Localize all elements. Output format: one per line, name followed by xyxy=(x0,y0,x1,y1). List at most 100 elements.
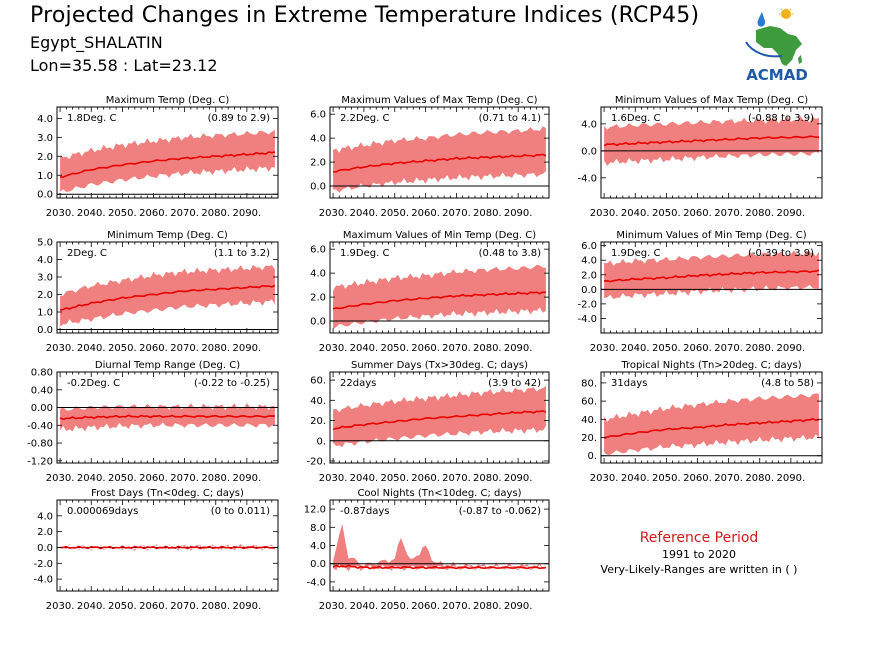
chart-range: (3.9 to 42) xyxy=(488,378,541,389)
plot-frame xyxy=(600,241,823,334)
plot-frame xyxy=(329,241,550,334)
y-tick-label: 0. xyxy=(316,436,326,447)
x-tick-label: 2060. xyxy=(411,343,440,354)
x-tick-label: 2040. xyxy=(350,601,379,612)
chart-panel-6: 2030. 2040. 2050. 2060. 2070. 2080. 2090. 6.0 4.… xyxy=(577,230,823,354)
y-tick-label: 3.0 xyxy=(37,273,53,284)
x-tick-label: 2060. xyxy=(139,601,168,612)
uncertainty-band xyxy=(60,129,275,192)
mean-line xyxy=(60,545,275,550)
y-tick-label: 0.0 xyxy=(37,543,53,554)
y-tick-label: 6.0 xyxy=(581,241,597,252)
x-tick-label: 2030. xyxy=(590,343,619,354)
reference-years: 1991 to 2020 xyxy=(661,548,737,561)
x-tick-label: 2070. xyxy=(442,601,471,612)
y-tick-label: 80. xyxy=(581,378,597,389)
x-tick-label: 2030. xyxy=(319,343,348,354)
y-tick-label: -4.0 xyxy=(306,577,326,588)
location-label: Egypt_SHALATIN xyxy=(30,33,163,52)
chart-title: Cool Nights (Tn<10deg. C; days) xyxy=(357,488,521,499)
mean-line xyxy=(332,409,547,431)
x-tick-label: 2070. xyxy=(714,343,743,354)
reference-note: Very-Likely-Ranges are written in ( ) xyxy=(600,563,798,576)
y-tick-label: 20. xyxy=(310,416,326,427)
y-tick-label: 6.0 xyxy=(310,110,326,121)
coordinates-label: Lon=35.58 : Lat=23.12 xyxy=(30,56,218,75)
y-tick-label: 0.0 xyxy=(310,182,326,193)
uncertainty-band xyxy=(333,385,546,447)
chart-panel-10: 2030. 2040. 2050. 2060. 2070. 2080. 2090. 4.0 2.… xyxy=(33,488,279,612)
mean-line xyxy=(333,153,547,173)
y-tick-label: -2.0 xyxy=(33,559,53,570)
x-tick-label: 2030. xyxy=(46,473,75,484)
mean-line xyxy=(603,135,819,147)
plot-frame xyxy=(56,241,279,334)
x-tick-label: 2050. xyxy=(380,601,409,612)
x-tick-label: 2080. xyxy=(473,208,502,219)
chart-title: Summer Days (Tx>30deg. C; days) xyxy=(351,360,528,371)
uncertainty-band xyxy=(60,264,275,327)
chart-panel-5: 2030. 2040. 2050. 2060. 2070. 2080. 2090. 6.0 4.… xyxy=(310,230,550,354)
x-tick-label: 2090. xyxy=(504,601,533,612)
chart-summary: 31days xyxy=(611,378,647,389)
y-tick-label: 4.0 xyxy=(37,511,53,522)
x-tick-label: 2060. xyxy=(683,473,712,484)
y-tick-label: 2.0 xyxy=(310,293,326,304)
reference-block: Reference Period 1991 to 2020 Very-Likel… xyxy=(586,530,812,576)
reference-title: Reference Period xyxy=(639,530,759,546)
acmad-logo: ACMAD xyxy=(745,8,808,84)
chart-title: Minimum Temp (Deg. C) xyxy=(107,230,228,241)
x-tick-label: 2080. xyxy=(745,208,774,219)
chart-summary: 1.9Deg. C xyxy=(340,248,389,259)
x-tick-label: 2090. xyxy=(233,601,262,612)
y-tick-label: -4.0 xyxy=(577,173,597,184)
y-tick-label: 0.0 xyxy=(581,146,597,157)
x-tick-label: 2050. xyxy=(380,208,409,219)
x-tick-label: 2060. xyxy=(139,343,168,354)
chart-title: Minimum Values of Min Temp (Deg. C) xyxy=(616,230,806,241)
y-tick-label: 60. xyxy=(581,397,597,408)
y-tick-label: 1.0 xyxy=(37,308,53,319)
y-tick-label: 4.0 xyxy=(581,256,597,267)
y-tick-label: 4.0 xyxy=(37,255,53,266)
y-tick-label: 2.0 xyxy=(310,158,326,169)
x-tick-label: 2070. xyxy=(170,208,199,219)
y-tick-label: 3.0 xyxy=(37,133,53,144)
y-tick-label: 60. xyxy=(310,376,326,387)
x-tick-label: 2090. xyxy=(777,343,806,354)
x-tick-label: 2060. xyxy=(683,343,712,354)
x-tick-label: 2050. xyxy=(380,343,409,354)
x-tick-label: 2060. xyxy=(139,473,168,484)
y-tick-label: 2.0 xyxy=(37,527,53,538)
y-tick-label: 0.80 xyxy=(31,368,53,379)
x-tick-label: 2060. xyxy=(411,208,440,219)
x-tick-label: 2040. xyxy=(77,208,106,219)
y-tick-label: 0. xyxy=(587,451,597,462)
x-tick-label: 2070. xyxy=(442,208,471,219)
x-tick-label: 2070. xyxy=(170,473,199,484)
x-tick-label: 2070. xyxy=(714,208,743,219)
y-tick-label: 5.0 xyxy=(37,238,53,249)
chart-range: (1.1 to 3.2) xyxy=(214,248,270,259)
mean-line xyxy=(332,564,546,570)
logo-text: ACMAD xyxy=(746,66,808,84)
y-tick-label: 4.0 xyxy=(310,541,326,552)
x-tick-label: 2040. xyxy=(621,473,650,484)
x-tick-label: 2040. xyxy=(350,343,379,354)
y-tick-label: 40. xyxy=(310,396,326,407)
chart-range: (0 to 0.011) xyxy=(211,506,270,517)
chart-range: (0.89 to 2.9) xyxy=(208,113,270,124)
y-tick-label: -0.80 xyxy=(27,439,53,450)
x-tick-label: 2060. xyxy=(411,473,440,484)
chart-panel-4: 2030. 2040. 2050. 2060. 2070. 2080. 2090. 5.0 4.… xyxy=(37,230,279,354)
page-title: Projected Changes in Extreme Temperature… xyxy=(30,3,700,28)
chart-title: Tropical Nights (Tn>20deg. C; days) xyxy=(620,360,801,371)
mean-line xyxy=(59,414,275,421)
plot-frame xyxy=(329,106,550,199)
plot-frame xyxy=(600,106,823,199)
x-tick-label: 2040. xyxy=(77,473,106,484)
x-tick-label: 2050. xyxy=(108,473,137,484)
x-tick-label: 2080. xyxy=(201,343,230,354)
chart-panel-3: 2030. 2040. 2050. 2060. 2070. 2080. 2090. 4.0 0.… xyxy=(577,95,823,219)
chart-range: (-0.87 to -0.062) xyxy=(459,506,541,517)
